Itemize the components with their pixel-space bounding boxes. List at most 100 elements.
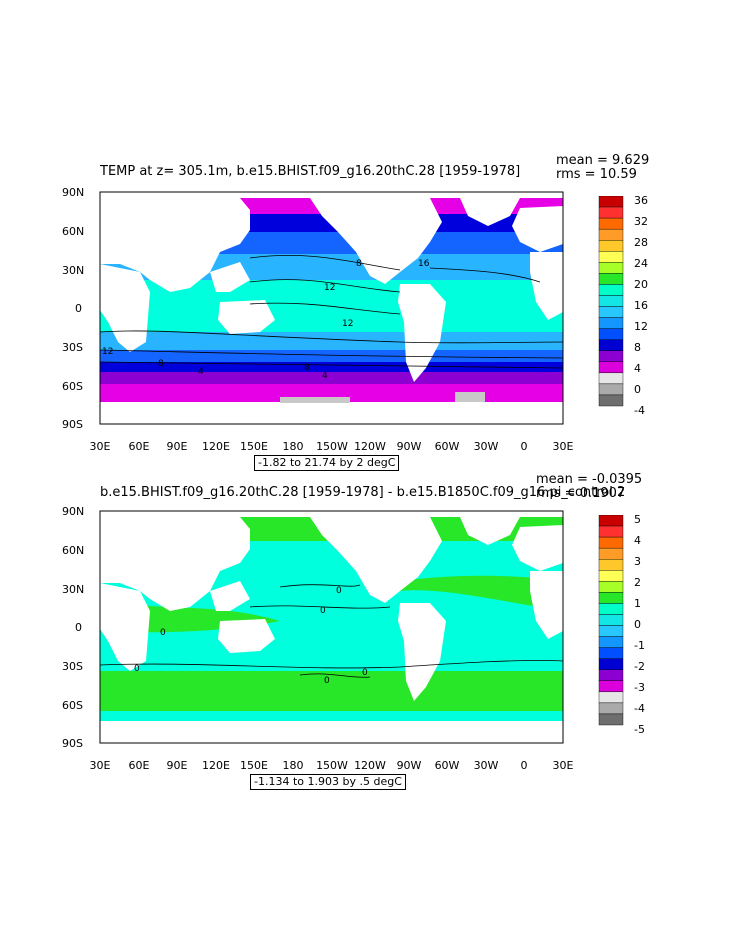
colorbar-swatch	[598, 669, 624, 681]
lat-label: 30N	[62, 583, 84, 596]
contour-label: 0	[320, 606, 326, 616]
lon-label: 90E	[167, 759, 188, 772]
colorbar-swatch	[598, 713, 624, 726]
contour-label: 8	[356, 259, 362, 269]
lat-label: 60S	[62, 380, 83, 393]
colorbar-label: 24	[634, 257, 648, 270]
colorbar-swatch	[598, 625, 624, 637]
colorbar-swatches	[598, 196, 624, 407]
lat-label: 90S	[62, 418, 83, 431]
lon-label: 120E	[202, 759, 230, 772]
lat-label: 30N	[62, 264, 84, 277]
lon-label: 180	[283, 759, 304, 772]
colorbar-swatch	[598, 525, 624, 538]
colorbar-swatch	[598, 394, 624, 407]
colorbar-label: -4	[634, 702, 645, 715]
colorbar-labels: 36 32 28 24 20 16 12 8 4 0 -4	[634, 196, 648, 417]
contour-label: 4	[198, 367, 204, 377]
lon-label: 60W	[435, 759, 460, 772]
contour-label: 0	[336, 586, 342, 596]
colorbar-swatch	[598, 570, 624, 582]
lat-label: 30S	[62, 660, 83, 673]
panel-2-range: -1.134 to 1.903 by .5 degC	[250, 774, 406, 790]
colorbar-label: 28	[634, 236, 648, 249]
panel-2-rms: rms = 0.1907	[536, 486, 626, 501]
colorbar-swatches	[598, 515, 624, 726]
colorbar-swatch	[598, 536, 624, 549]
contours	[99, 584, 564, 678]
colorbar-swatch	[598, 691, 624, 704]
lon-axis: 30E 60E 90E 120E 150E 180 150W 120W 90W …	[90, 759, 574, 772]
lon-label: 60E	[129, 759, 150, 772]
lon-label: 0	[521, 759, 528, 772]
colorbar-swatch	[598, 636, 624, 648]
colorbar-swatch	[598, 702, 624, 715]
panel-2-colorbar: 5 4 3 2 1 0 -1 -2 -3 -4 -5	[598, 515, 645, 736]
colorbar-swatch	[598, 559, 624, 571]
lat-axis: 90N 60N 30N 0 30S 60S 90S	[62, 186, 84, 431]
colorbar-label: 5	[634, 515, 641, 526]
lon-label: 90E	[167, 440, 188, 453]
lon-axis: 30E 60E 90E 120E 150E 180 150W 120W 90W …	[90, 440, 574, 453]
colorbar-swatch	[598, 680, 624, 693]
colorbar-label: 4	[634, 534, 641, 547]
lon-label: 90W	[397, 759, 422, 772]
colorbar-swatch	[598, 547, 624, 560]
contour-label: 0	[160, 628, 166, 638]
lon-label: 120W	[354, 759, 386, 772]
lon-label: 120W	[354, 440, 386, 453]
lon-label: 60W	[435, 440, 460, 453]
colorbar-label: 12	[634, 320, 648, 333]
colorbar-swatch	[598, 614, 624, 626]
contour-label: 8	[158, 359, 164, 369]
colorbar-label: 4	[634, 362, 641, 375]
contour-label: 4	[322, 371, 328, 381]
lon-label: 150E	[240, 759, 268, 772]
lon-label: 180	[283, 440, 304, 453]
panel-1-title: TEMP at z= 305.1m, b.e15.BHIST.f09_g16.2…	[100, 164, 521, 179]
colorbar-swatch	[598, 515, 624, 527]
panel-2-mean: mean = -0.0395	[536, 472, 643, 487]
colorbar-label: 3	[634, 555, 641, 568]
sea-ice	[280, 392, 485, 403]
lon-label: 150W	[316, 440, 348, 453]
panel-1-colorbar: 36 32 28 24 20 16 12 8 4 0 -4	[598, 196, 648, 417]
panel-1-range: -1.82 to 21.74 by 2 degC	[254, 455, 400, 471]
lat-label: 0	[75, 621, 82, 634]
panel-1-mean: mean = 9.629	[556, 153, 650, 168]
lat-label: 60S	[62, 699, 83, 712]
colorbar-labels: 5 4 3 2 1 0 -1 -2 -3 -4 -5	[634, 515, 645, 736]
lon-label: 60E	[129, 440, 150, 453]
lon-label: 90W	[397, 440, 422, 453]
lon-label: 120E	[202, 440, 230, 453]
lon-label: 150W	[316, 759, 348, 772]
colorbar-label: 1	[634, 597, 641, 610]
lon-label: 30E	[90, 759, 111, 772]
colorbar-label: -5	[634, 723, 645, 736]
colorbar-label: 16	[634, 299, 648, 312]
colorbar-label: 32	[634, 215, 648, 228]
lat-label: 90N	[62, 505, 84, 518]
contour-label: 12	[324, 283, 335, 293]
land-mask	[100, 511, 563, 743]
colorbar-label: 2	[634, 576, 641, 589]
colorbar-label: -1	[634, 639, 645, 652]
contour-labels: 16 8 12 12 12 8 4 8 4	[102, 259, 430, 381]
lon-label: 30E	[90, 440, 111, 453]
contour-label: 8	[304, 363, 310, 373]
colorbar-swatch	[598, 581, 624, 593]
land-mask	[100, 192, 563, 424]
colorbar-swatch	[598, 592, 624, 604]
colorbar-label: 8	[634, 341, 641, 354]
lat-label: 60N	[62, 225, 84, 238]
contour-label: 12	[102, 347, 113, 357]
lat-axis: 90N 60N 30N 0 30S 60S 90S	[62, 505, 84, 750]
contour-label: 0	[134, 664, 140, 674]
lon-label: 30E	[553, 759, 574, 772]
colorbar-label: 0	[634, 383, 641, 396]
colorbar-label: 36	[634, 196, 648, 207]
colorbar-swatch	[598, 658, 624, 670]
colorbar-swatch	[598, 647, 624, 659]
